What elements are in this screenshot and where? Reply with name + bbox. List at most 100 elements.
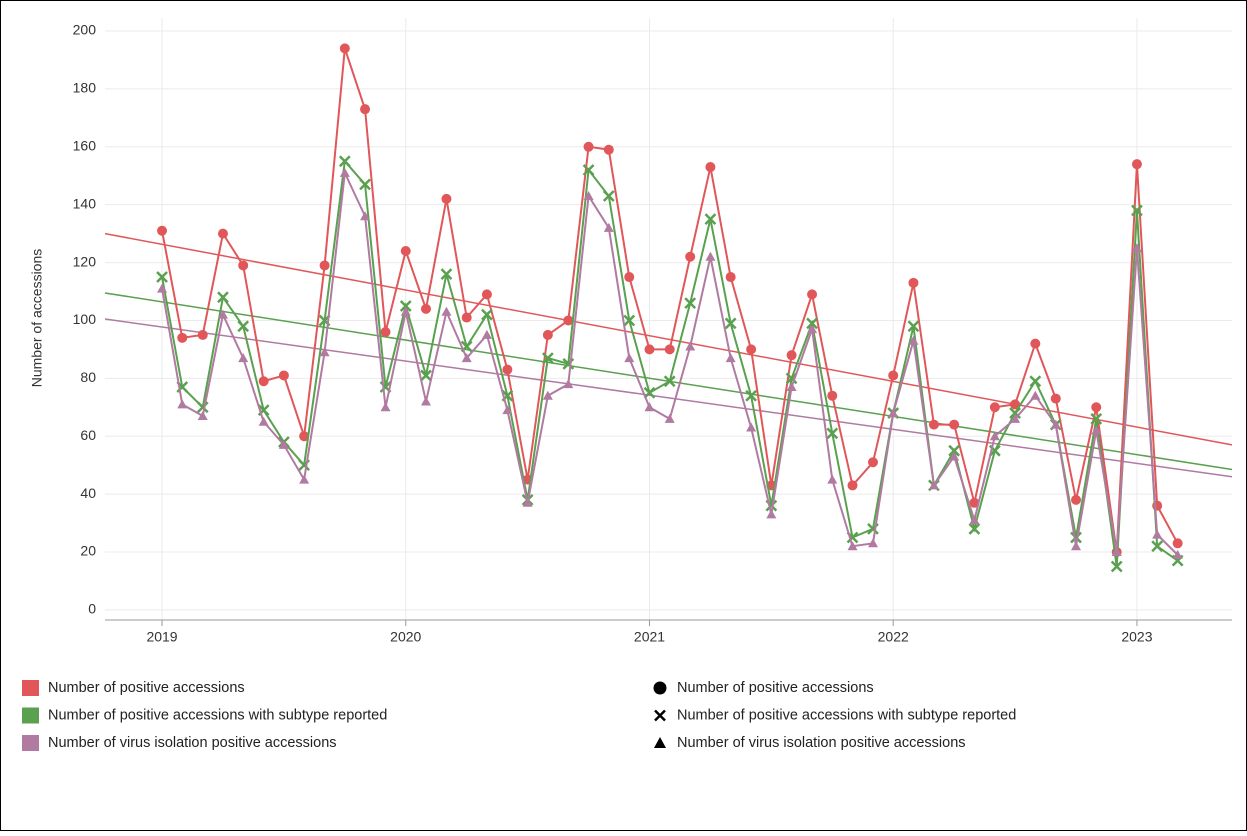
legend-swatch [22,735,39,751]
x-tick-label: 2022 [878,629,909,645]
y-tick-label: 180 [73,80,97,96]
point [278,370,289,381]
point [786,382,797,392]
point [685,341,696,351]
point [157,225,168,236]
point [907,320,920,333]
point [461,353,472,363]
y-tick-label: 80 [80,369,96,385]
point [217,309,228,319]
y-tick-label: 200 [73,22,97,38]
point [319,347,330,357]
point [197,410,208,420]
point [481,308,493,321]
point [1070,531,1082,544]
point [481,289,492,300]
point [400,306,411,316]
point [725,353,736,363]
point [603,222,614,232]
point [582,164,595,176]
point [380,402,391,412]
point [542,390,553,400]
point [888,408,899,418]
point [319,260,330,271]
point [1010,413,1021,423]
point [624,272,635,283]
point [360,104,371,115]
point [563,315,574,326]
legend-swatch [22,707,39,724]
trend-line [104,318,1233,478]
point [238,353,249,363]
point [807,289,818,300]
y-tick-label: 40 [80,485,96,501]
series-line [161,48,1179,553]
point [583,141,594,152]
y-tick-label: 20 [80,543,96,559]
point [420,396,431,406]
point [339,43,350,54]
point [440,268,453,281]
point [664,344,675,355]
point [522,497,533,507]
point [237,320,250,333]
point [177,332,188,343]
point [1090,412,1103,425]
point [602,190,615,202]
point [583,190,594,200]
point [827,474,838,484]
point [1172,549,1183,559]
point [746,422,757,432]
legend-marker [653,681,667,695]
x-tick-label: 2023 [1121,629,1152,645]
point [786,350,797,361]
y-tick-label: 100 [73,311,97,327]
point [299,474,310,484]
point [685,251,696,262]
point [258,416,269,426]
point [420,369,432,382]
point [541,352,554,364]
legend-label: Number of virus isolation positive acces… [48,735,337,751]
y-tick-label: 160 [73,137,97,153]
legend-marker [654,737,666,748]
point [745,389,758,402]
point [1131,243,1142,253]
point [826,427,839,440]
point [197,329,208,340]
point [969,515,980,525]
y-tick-label: 60 [80,427,96,443]
point [847,541,858,551]
point [217,228,228,239]
point [725,272,736,283]
point [908,277,919,288]
point [867,457,878,468]
point [441,306,452,316]
point [684,297,697,309]
point [969,497,980,508]
trend-line [104,232,1233,446]
point [157,283,168,293]
point [481,329,492,339]
point [928,419,939,430]
point [1071,541,1082,551]
point [1151,540,1164,553]
point [339,167,350,177]
point [360,211,371,221]
series-line [161,169,1179,556]
point [502,405,513,415]
point [949,451,960,461]
x-tick-label: 2020 [390,629,421,645]
point [623,314,636,327]
point [1131,204,1143,217]
point [1131,159,1142,170]
point [644,402,655,412]
point [156,271,168,283]
point [563,379,574,389]
point [989,402,1000,413]
legend-label: Number of positive accessions [677,680,874,696]
point [258,376,269,387]
legend-label: Number of virus isolation positive acces… [677,735,966,751]
point [1030,338,1041,349]
